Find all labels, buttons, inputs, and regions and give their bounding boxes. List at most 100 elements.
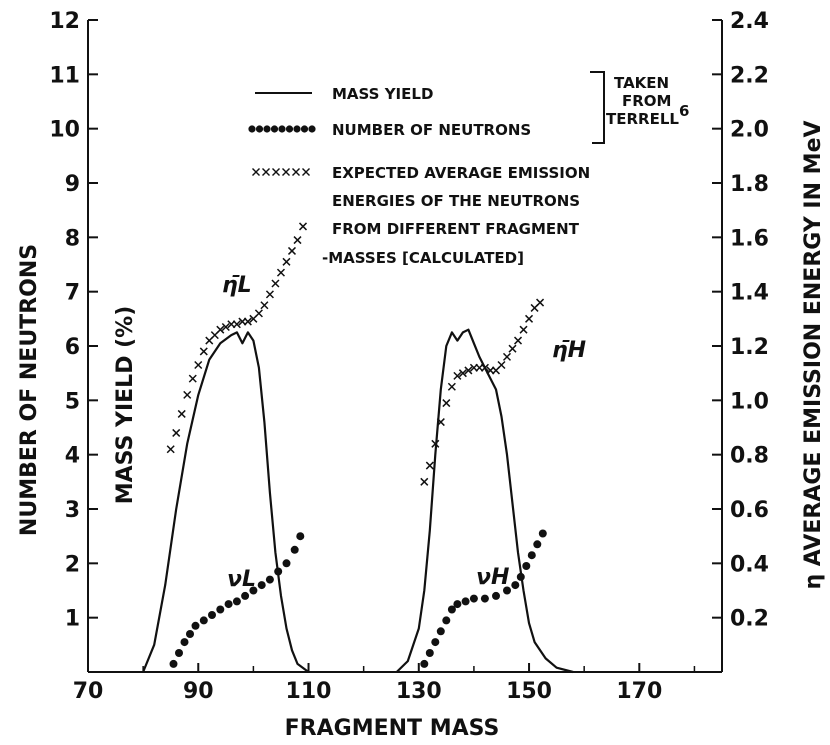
energy-point bbox=[183, 390, 192, 399]
energy-point bbox=[425, 461, 434, 470]
series-1 bbox=[169, 529, 547, 668]
legend-bracket-line-1: TAKEN bbox=[614, 74, 669, 92]
legend-dot bbox=[248, 125, 256, 133]
legend-dot bbox=[270, 125, 279, 133]
y-right-tick-label: 0.2 bbox=[730, 607, 769, 632]
energy-point bbox=[447, 382, 456, 391]
energy-point bbox=[298, 222, 308, 231]
x-tick-label: 150 bbox=[506, 679, 552, 704]
curve-label-nu-h: νH bbox=[476, 565, 509, 590]
y-left-tick-label: 8 bbox=[65, 226, 80, 251]
y-axis-title-outer: NUMBER OF NEUTRONS bbox=[17, 244, 42, 536]
x-tick-label: 170 bbox=[616, 679, 662, 704]
energy-point bbox=[287, 246, 297, 255]
y-right-tick-label: 1.6 bbox=[730, 226, 769, 251]
energy-point bbox=[420, 477, 429, 486]
x-tick-label: 90 bbox=[183, 679, 214, 704]
axes-frame: 70 90 110 130 150 1701234567891011120.20.40.6… bbox=[49, 9, 769, 704]
y-left-tick-label: 6 bbox=[65, 335, 80, 360]
y-left-tick-label: 9 bbox=[65, 172, 80, 197]
energy-point bbox=[293, 236, 302, 245]
y-axis-title-inner: MASS YIELD (%) bbox=[113, 306, 138, 505]
neutron-point bbox=[290, 545, 299, 554]
y-right-tick-label: 0.8 bbox=[730, 444, 769, 469]
energy-point bbox=[458, 369, 467, 378]
neutron-point bbox=[199, 616, 208, 625]
legend-cross bbox=[282, 168, 290, 176]
legend-bracket-ref: 6 bbox=[679, 102, 689, 120]
energy-point bbox=[519, 325, 528, 334]
y-right-tick-label: 1.8 bbox=[730, 172, 769, 197]
energy-point bbox=[216, 325, 225, 334]
x-tick-label: 110 bbox=[286, 679, 332, 704]
legend-label-neutrons: NUMBER OF NEUTRONS bbox=[332, 121, 531, 139]
legend-cross bbox=[292, 168, 300, 176]
energy-point bbox=[536, 298, 545, 307]
energy-point bbox=[177, 409, 186, 418]
neutron-point bbox=[296, 532, 305, 541]
energy-point bbox=[525, 314, 534, 323]
neutron-point bbox=[249, 586, 258, 595]
legend-bracket-line-3: TERRELL bbox=[606, 110, 679, 128]
energy-point bbox=[502, 352, 512, 361]
energy-point bbox=[442, 399, 451, 408]
energy-point bbox=[243, 317, 252, 326]
x-axis-title: FRAGMENT MASS bbox=[285, 716, 500, 741]
legend-label-energies-1: EXPECTED AVERAGE EMISSION bbox=[332, 164, 590, 182]
neutron-point bbox=[461, 597, 470, 606]
energy-point bbox=[508, 344, 517, 353]
neutron-point bbox=[282, 559, 291, 568]
energy-point bbox=[480, 363, 489, 372]
curve-label-eta-l: η̄L bbox=[222, 273, 252, 298]
series-0 bbox=[142, 328, 574, 674]
mass-yield-line-0 bbox=[142, 331, 310, 673]
neutron-point bbox=[191, 621, 200, 630]
legend-bracket bbox=[590, 71, 605, 144]
energy-point bbox=[172, 428, 181, 437]
neutron-point bbox=[503, 586, 511, 595]
neutron-point bbox=[447, 605, 456, 614]
neutron-point bbox=[480, 594, 489, 603]
legend-dot bbox=[300, 125, 309, 133]
legend: MASS YIELD NUMBER OF NEUTRONS TAKEN FROM… bbox=[248, 71, 689, 267]
legend-label-energies-3: FROM DIFFERENT FRAGMENT bbox=[332, 220, 580, 238]
legend-dot bbox=[263, 125, 271, 133]
energy-point bbox=[254, 309, 263, 318]
curve-label-nu-l: νL bbox=[227, 567, 256, 592]
energy-point bbox=[232, 320, 241, 329]
energy-point bbox=[453, 371, 462, 380]
neutron-point bbox=[469, 594, 478, 603]
neutron-point bbox=[241, 591, 250, 600]
y-left-tick-label: 10 bbox=[49, 118, 80, 143]
legend-label-energies-4: -MASSES [CALCULATED] bbox=[322, 249, 524, 267]
neutron-point bbox=[208, 611, 216, 619]
y-left-tick-label: 5 bbox=[65, 389, 80, 414]
energy-point bbox=[194, 360, 203, 370]
neutron-point bbox=[265, 575, 274, 584]
neutron-point bbox=[538, 529, 547, 538]
energy-point bbox=[436, 418, 445, 427]
legend-label-energies-2: ENERGIES OF THE NEUTRONS bbox=[332, 192, 580, 210]
energy-point bbox=[221, 322, 230, 332]
legend-cross bbox=[252, 168, 260, 176]
legend-cross-sample bbox=[252, 168, 310, 176]
neutron-point bbox=[274, 567, 283, 576]
legend-label-mass-yield: MASS YIELD bbox=[332, 85, 433, 103]
y-left-tick-label: 11 bbox=[49, 63, 80, 88]
legend-cross bbox=[262, 168, 270, 176]
neutron-point bbox=[420, 659, 429, 668]
energy-point bbox=[265, 290, 274, 299]
energy-point bbox=[188, 374, 197, 383]
legend-dot bbox=[308, 125, 316, 133]
series-layer bbox=[142, 222, 574, 674]
curve-label-eta-h: η̄H bbox=[552, 338, 586, 363]
energy-point bbox=[497, 360, 506, 370]
x-tick-label: 70 bbox=[73, 679, 104, 704]
energy-point bbox=[271, 279, 280, 288]
neutron-point bbox=[257, 581, 266, 590]
legend-dot bbox=[278, 125, 286, 133]
y-left-tick-label: 12 bbox=[49, 9, 80, 34]
legend-cross bbox=[302, 168, 310, 176]
neutron-point bbox=[425, 649, 434, 657]
neutron-point bbox=[175, 649, 183, 657]
